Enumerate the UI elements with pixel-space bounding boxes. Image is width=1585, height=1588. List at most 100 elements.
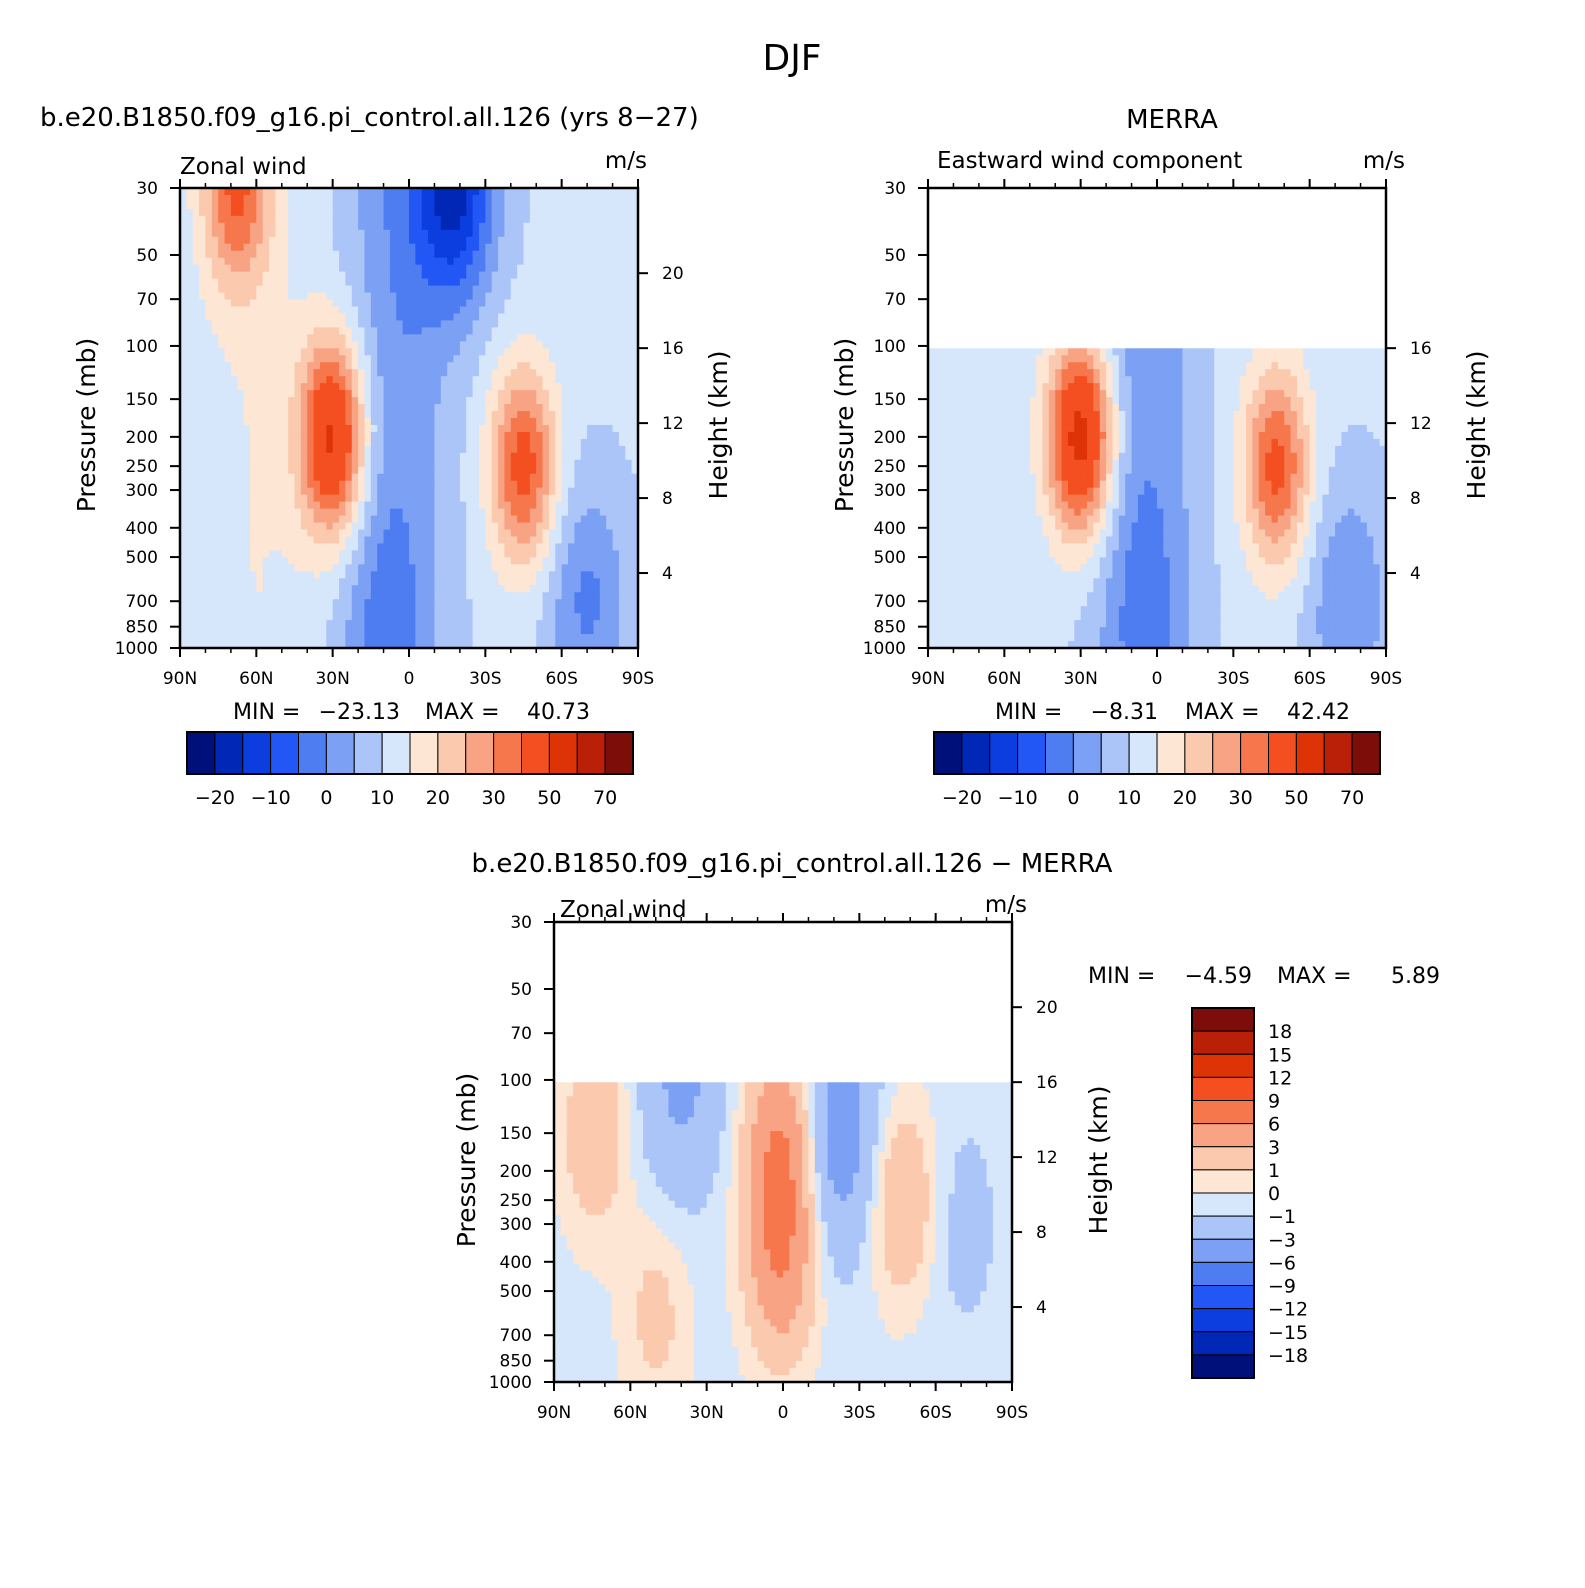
field-cell: [192, 550, 200, 558]
field-cell: [459, 550, 467, 558]
field-cell: [510, 404, 518, 412]
field-cell: [555, 243, 563, 252]
field-cell: [587, 424, 595, 433]
field-cell: [466, 473, 474, 482]
field-cell: [345, 606, 353, 614]
field-cell: [358, 522, 366, 531]
field-cell: [555, 592, 563, 600]
field-cell: [447, 501, 455, 510]
field-cell: [568, 438, 575, 447]
field-cell: [631, 431, 639, 440]
field-cell: [230, 564, 238, 572]
field-cell: [491, 494, 499, 503]
field-cell: [491, 515, 499, 524]
field-cell: [504, 571, 512, 579]
panel-model-y2label: Height (km): [704, 351, 733, 500]
field-cell: [300, 557, 308, 565]
field-cell: [339, 369, 346, 377]
field-cell: [421, 578, 429, 586]
field-cell: [364, 501, 372, 510]
field-cell: [428, 418, 436, 426]
field-cell: [1067, 348, 1075, 356]
field-cell: [504, 564, 512, 572]
field-cell: [555, 543, 563, 552]
field-cell: [269, 327, 277, 335]
field-cell: [593, 578, 601, 586]
field-cell: [186, 264, 194, 273]
field-cell: [262, 508, 270, 517]
field-cell: [237, 348, 245, 356]
field-cell: [580, 320, 588, 328]
field-cell: [485, 445, 493, 454]
field-cell: [249, 473, 257, 482]
field-cell: [568, 313, 575, 322]
field-cell: [574, 466, 582, 475]
field-cell: [453, 320, 461, 328]
field-cell: [580, 299, 588, 308]
field-cell: [498, 627, 506, 635]
field-cell: [612, 529, 620, 538]
field-cell: [625, 438, 633, 447]
field-cell: [517, 438, 525, 447]
field-cell: [606, 452, 614, 461]
field-cell: [548, 278, 556, 287]
field-cell: [548, 222, 556, 231]
field-cell: [568, 494, 575, 503]
field-cell: [434, 201, 442, 210]
field-cell: [542, 641, 550, 649]
field-cell: [307, 285, 315, 294]
field-cell: [472, 473, 480, 482]
field-cell: [485, 327, 493, 335]
field-cell: [294, 404, 302, 412]
field-cell: [447, 383, 455, 391]
field-cell: [561, 571, 569, 579]
field-cell: [631, 397, 639, 405]
field-cell: [606, 508, 614, 517]
field-cell: [230, 543, 238, 552]
field-cell: [517, 306, 525, 315]
field-cell: [561, 613, 569, 621]
field-cell: [561, 376, 569, 384]
field-cell: [383, 264, 391, 273]
field-cell: [459, 599, 467, 607]
field-cell: [370, 397, 378, 405]
field-cell: [536, 529, 544, 538]
field-cell: [180, 571, 187, 579]
field-cell: [307, 201, 315, 210]
field-cell: [326, 292, 334, 301]
field-cell: [542, 201, 550, 210]
field-cell: [510, 194, 518, 203]
field-cell: [523, 201, 531, 210]
field-cell: [574, 264, 582, 273]
field-cell: [294, 473, 302, 482]
field-cell: [434, 466, 442, 475]
field-cell: [389, 438, 397, 447]
field-cell: [211, 278, 219, 287]
field-cell: [434, 480, 442, 489]
field-cell: [631, 445, 639, 454]
field-cell: [339, 466, 346, 475]
field-cell: [1220, 348, 1228, 356]
field-cell: [345, 557, 353, 565]
field-cell: [402, 201, 410, 210]
field-cell: [440, 431, 448, 440]
field-cell: [313, 390, 321, 398]
field-cell: [186, 599, 194, 607]
field-cell: [1150, 348, 1158, 356]
field-cell: [548, 243, 556, 252]
field-cell: [593, 327, 601, 335]
field-cell: [370, 188, 378, 196]
field-cell: [555, 285, 563, 294]
field-cell: [453, 445, 461, 454]
field-cell: [618, 466, 626, 475]
field-cell: [510, 362, 518, 370]
field-cell: [313, 376, 321, 384]
field-cell: [568, 445, 575, 454]
field-cell: [402, 383, 410, 391]
field-cell: [523, 613, 531, 621]
field-cell: [523, 445, 531, 454]
field-cell: [275, 222, 283, 231]
field-cell: [383, 536, 391, 545]
field-cell: [536, 508, 544, 517]
field-cell: [606, 299, 614, 308]
